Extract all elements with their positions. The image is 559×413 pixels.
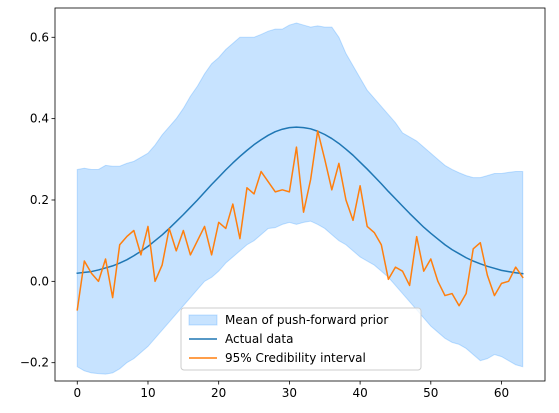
band-area <box>76 22 524 375</box>
axes-frame <box>54 7 546 382</box>
y-tick-label: 0.2 <box>30 193 49 207</box>
series-line-1 <box>76 130 524 311</box>
y-tick-label: −0.2 <box>20 356 49 370</box>
legend-label: 95% Credibility interval <box>225 351 366 365</box>
x-tick-label: 20 <box>211 386 226 400</box>
series-line-0 <box>76 126 524 275</box>
y-tick-label: 0.4 <box>30 112 49 126</box>
x-tick-label: 10 <box>140 386 155 400</box>
x-tick-label: 30 <box>282 386 297 400</box>
legend-label: Mean of push-forward prior <box>225 313 388 327</box>
x-tick-label: 60 <box>494 386 509 400</box>
legend-box <box>180 307 422 371</box>
plot-area <box>76 22 524 375</box>
legend-label: Actual data <box>225 332 293 346</box>
x-tick-label: 50 <box>423 386 438 400</box>
y-tick-label: 0.6 <box>30 30 49 44</box>
x-tick-label: 0 <box>73 386 81 400</box>
x-tick-label: 40 <box>352 386 367 400</box>
axes: 0 10 20 30 40 50 60 −0.2 0.0 0.2 0.4 0.6 <box>20 7 546 400</box>
legend-swatch <box>188 314 218 326</box>
y-tick-label: 0.0 <box>30 274 49 288</box>
legend: Mean of push-forward prior Actual data 95%… <box>180 307 422 371</box>
